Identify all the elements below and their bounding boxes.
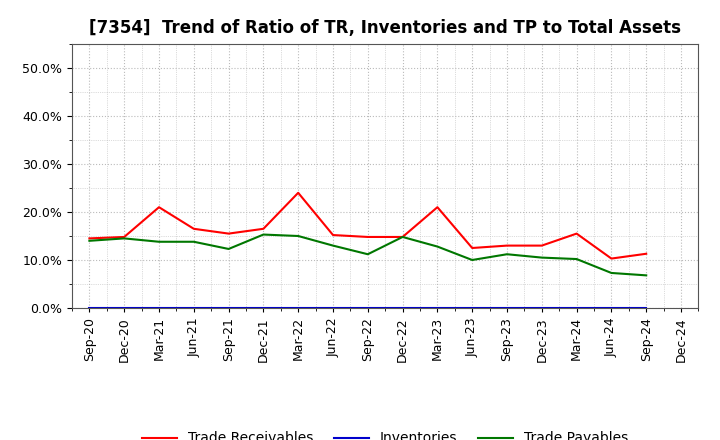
Trade Payables (607, 270, 616, 275)
Legend: Trade Receivables, Inventories, Trade Payables: Trade Receivables, Inventories, Trade Pa… (137, 426, 634, 440)
Trade Payables (537, 255, 546, 260)
Trade Receivables (572, 231, 581, 236)
Trade Receivables (398, 235, 407, 240)
Trade Receivables (468, 246, 477, 251)
Trade Receivables (328, 232, 337, 238)
Trade Receivables (364, 235, 372, 240)
Trade Payables (328, 243, 337, 248)
Trade Receivables (642, 251, 651, 257)
Trade Payables (572, 257, 581, 262)
Trade Payables (155, 239, 163, 244)
Trade Receivables (225, 231, 233, 236)
Trade Payables (398, 235, 407, 240)
Trade Payables (294, 233, 302, 238)
Trade Payables (433, 244, 442, 249)
Trade Receivables (189, 226, 198, 231)
Trade Receivables (259, 226, 268, 231)
Trade Payables (642, 273, 651, 278)
Trade Receivables (503, 243, 511, 248)
Trade Payables (225, 246, 233, 252)
Title: [7354]  Trend of Ratio of TR, Inventories and TP to Total Assets: [7354] Trend of Ratio of TR, Inventories… (89, 19, 681, 37)
Line: Trade Payables: Trade Payables (89, 235, 647, 275)
Trade Receivables (120, 235, 129, 240)
Trade Receivables (155, 205, 163, 210)
Trade Payables (364, 252, 372, 257)
Trade Payables (503, 252, 511, 257)
Trade Receivables (607, 256, 616, 261)
Trade Receivables (85, 236, 94, 241)
Trade Payables (468, 257, 477, 263)
Trade Receivables (537, 243, 546, 248)
Line: Trade Receivables: Trade Receivables (89, 193, 647, 259)
Trade Payables (120, 236, 129, 241)
Trade Payables (85, 238, 94, 243)
Trade Payables (259, 232, 268, 237)
Trade Receivables (294, 190, 302, 195)
Trade Payables (189, 239, 198, 244)
Trade Receivables (433, 205, 442, 210)
